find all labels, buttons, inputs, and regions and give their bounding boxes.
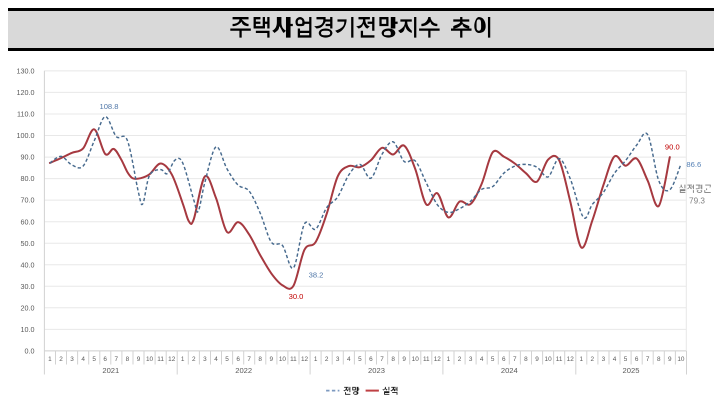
svg-text:1: 1: [580, 356, 584, 363]
svg-text:90.0: 90.0: [21, 153, 35, 162]
svg-text:9: 9: [270, 356, 274, 363]
svg-text:10: 10: [545, 356, 553, 363]
svg-text:50.0: 50.0: [21, 239, 35, 248]
svg-text:90.0: 90.0: [665, 143, 680, 152]
svg-text:6: 6: [103, 356, 107, 363]
svg-text:10.0: 10.0: [21, 325, 35, 334]
svg-text:12: 12: [168, 356, 176, 363]
svg-text:79.3: 79.3: [689, 197, 705, 206]
svg-text:60.0: 60.0: [21, 217, 35, 226]
svg-text:8: 8: [524, 356, 528, 363]
svg-text:1: 1: [314, 356, 318, 363]
svg-text:108.8: 108.8: [99, 102, 118, 111]
svg-text:20.0: 20.0: [21, 303, 35, 312]
svg-text:2021: 2021: [102, 366, 119, 375]
svg-text:12: 12: [301, 356, 309, 363]
svg-text:38.2: 38.2: [309, 270, 324, 279]
svg-text:9: 9: [535, 356, 539, 363]
svg-text:7: 7: [380, 356, 384, 363]
svg-text:2: 2: [458, 356, 462, 363]
svg-text:10: 10: [146, 356, 154, 363]
svg-text:4: 4: [480, 356, 484, 363]
svg-text:1: 1: [447, 356, 451, 363]
svg-text:2024: 2024: [501, 366, 518, 375]
svg-text:3: 3: [602, 356, 606, 363]
svg-text:70.0: 70.0: [21, 196, 35, 205]
svg-text:30.0: 30.0: [289, 292, 304, 301]
svg-text:12: 12: [567, 356, 575, 363]
svg-text:9: 9: [402, 356, 406, 363]
svg-text:10: 10: [279, 356, 287, 363]
svg-text:0.0: 0.0: [25, 347, 35, 356]
svg-text:6: 6: [236, 356, 240, 363]
svg-text:6: 6: [635, 356, 639, 363]
svg-text:4: 4: [347, 356, 351, 363]
svg-text:8: 8: [391, 356, 395, 363]
svg-text:8: 8: [657, 356, 661, 363]
svg-text:3: 3: [203, 356, 207, 363]
svg-text:1: 1: [181, 356, 185, 363]
svg-text:40.0: 40.0: [21, 260, 35, 269]
svg-text:11: 11: [157, 356, 164, 363]
svg-text:30.0: 30.0: [21, 282, 35, 291]
svg-text:7: 7: [115, 356, 119, 363]
svg-text:1: 1: [48, 356, 52, 363]
svg-text:2023: 2023: [368, 366, 385, 375]
svg-text:3: 3: [336, 356, 340, 363]
svg-text:100.0: 100.0: [17, 131, 35, 140]
svg-text:12: 12: [434, 356, 442, 363]
svg-text:11: 11: [423, 356, 430, 363]
svg-text:5: 5: [624, 356, 628, 363]
svg-text:2: 2: [192, 356, 196, 363]
svg-text:8: 8: [258, 356, 262, 363]
svg-text:110.0: 110.0: [17, 110, 34, 119]
svg-text:11: 11: [556, 356, 563, 363]
svg-text:2: 2: [59, 356, 63, 363]
svg-text:11: 11: [290, 356, 297, 363]
svg-text:4: 4: [214, 356, 218, 363]
svg-text:7: 7: [247, 356, 251, 363]
svg-text:6: 6: [369, 356, 373, 363]
svg-text:5: 5: [491, 356, 495, 363]
svg-text:2: 2: [325, 356, 329, 363]
svg-text:86.6: 86.6: [686, 160, 701, 169]
svg-text:2022: 2022: [235, 366, 252, 375]
svg-text:10: 10: [412, 356, 420, 363]
svg-text:7: 7: [646, 356, 650, 363]
svg-text:10: 10: [677, 356, 685, 363]
svg-text:5: 5: [225, 356, 229, 363]
svg-text:4: 4: [81, 356, 85, 363]
svg-text:3: 3: [469, 356, 473, 363]
svg-text:80.0: 80.0: [21, 174, 35, 183]
svg-text:6: 6: [502, 356, 506, 363]
svg-text:120.0: 120.0: [17, 88, 35, 97]
svg-text:130.0: 130.0: [17, 67, 35, 76]
svg-text:5: 5: [358, 356, 362, 363]
svg-text:4: 4: [613, 356, 617, 363]
svg-text:2: 2: [591, 356, 595, 363]
svg-text:9: 9: [668, 356, 672, 363]
svg-text:8: 8: [126, 356, 130, 363]
svg-text:5: 5: [92, 356, 96, 363]
svg-text:7: 7: [513, 356, 517, 363]
svg-text:2025: 2025: [623, 366, 640, 375]
svg-text:3: 3: [70, 356, 74, 363]
svg-text:9: 9: [137, 356, 141, 363]
